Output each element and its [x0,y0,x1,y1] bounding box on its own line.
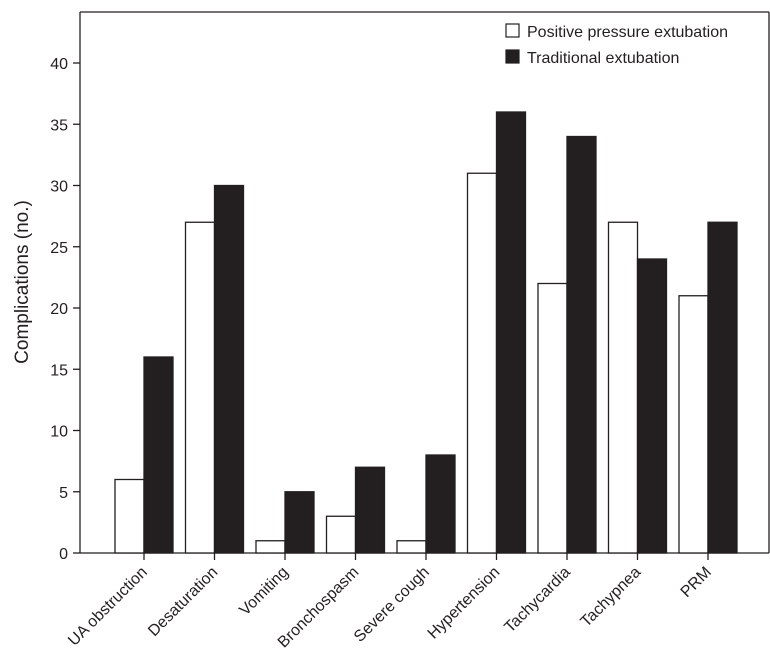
y-tick-label: 40 [50,56,68,73]
x-tick-label: UA obstruction [65,564,151,650]
bar-positive-pressure [325,515,357,554]
y-tick-label: 30 [50,179,68,196]
bar-positive-pressure [396,540,427,554]
x-tick-label: Severe cough [351,564,433,646]
bar-traditional [143,356,174,554]
bar-traditional [354,466,386,554]
y-tick-label: 15 [50,362,68,379]
y-axis-title: Complications (no.) [12,200,33,364]
legend-swatch-positive-pressure [505,23,520,38]
legend-label-traditional: Traditional extubation [527,50,679,67]
x-tick-label: Hypertension [425,564,504,643]
bar-traditional [566,135,597,554]
legend-item-traditional: Traditional extubation [505,49,679,67]
y-tick-label: 35 [50,117,68,134]
legend-swatch-traditional [505,49,520,64]
bar-positive-pressure [114,478,145,554]
y-axis-ticks: 0 5 10 15 20 25 30 35 40 [50,56,80,563]
bar-traditional [425,454,456,554]
bar-positive-pressure [255,540,286,554]
plot-area: 0 5 10 15 20 25 30 35 40 UA obstructionDesaturat… [50,11,770,651]
x-tick-label: PRM [678,564,715,601]
legend: Positive pressure extubation Traditional… [505,23,728,67]
bar-positive-pressure [607,221,639,554]
bar-positive-pressure [184,221,216,554]
bar-traditional [495,111,527,554]
x-tick-label: Desaturation [145,564,221,640]
bar-traditional [636,258,668,554]
bar-traditional [707,221,738,554]
y-tick-label: 25 [50,240,68,257]
y-tick-label: 0 [59,546,68,563]
bars-group [114,111,738,554]
x-tick-label: Tachycardia [501,564,573,636]
x-tick-label: Tachypnea [578,564,645,631]
y-tick-label: 10 [50,424,68,441]
y-tick-label: 5 [59,485,68,502]
bar-positive-pressure [678,295,709,554]
bar-traditional [213,184,245,554]
legend-label-positive-pressure: Positive pressure extubation [527,24,728,41]
legend-item-positive-pressure: Positive pressure extubation [505,23,728,41]
bar-positive-pressure [537,282,568,554]
y-tick-label: 20 [50,301,68,318]
bar-positive-pressure [466,172,498,554]
x-tick-label: Vomiting [236,564,291,619]
bar-traditional [284,491,315,554]
